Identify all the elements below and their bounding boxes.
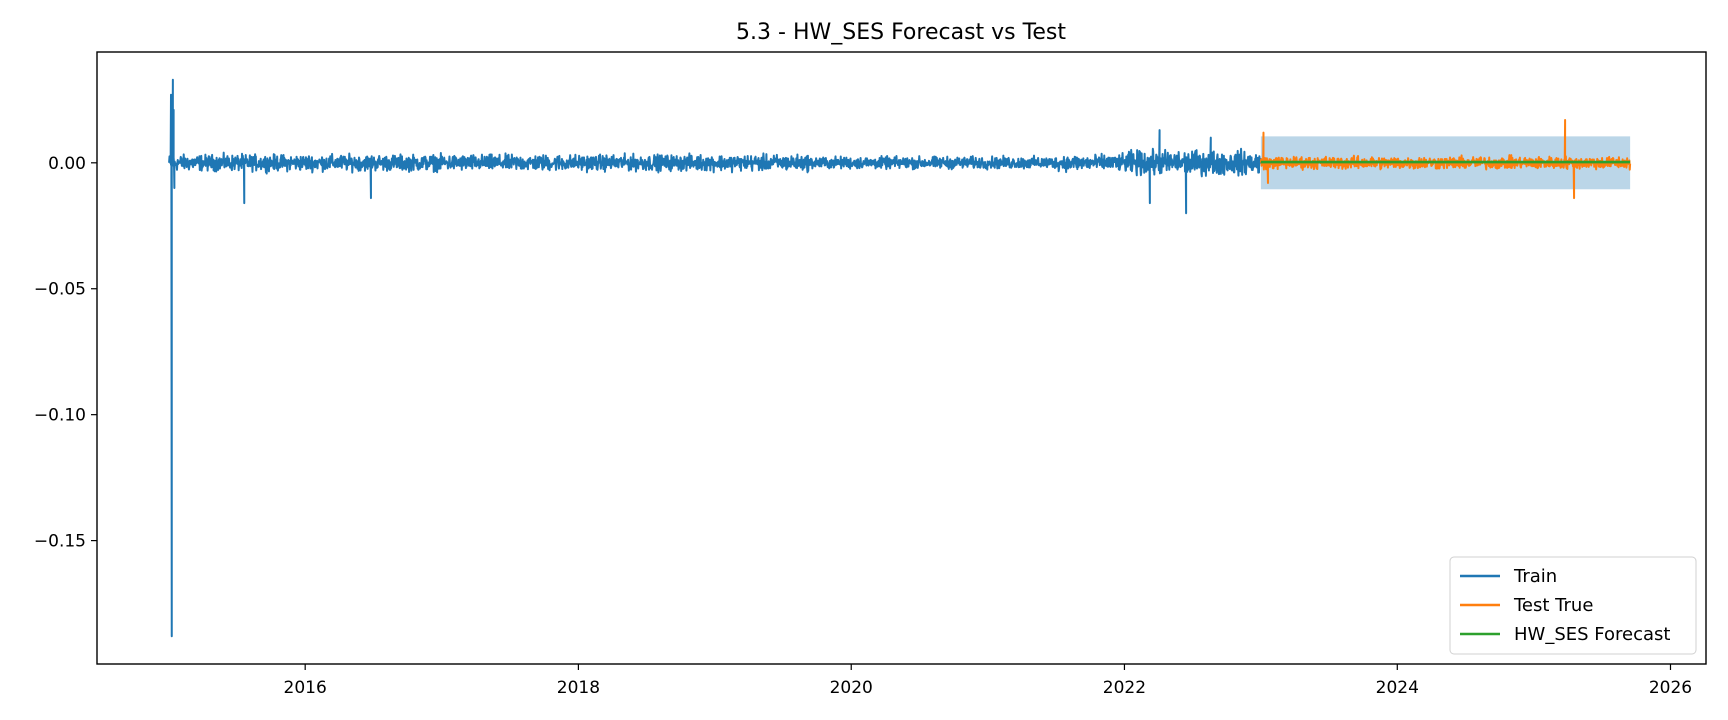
chart-title: 5.3 - HW_SES Forecast vs Test [736, 20, 1066, 45]
x-tick-label: 2022 [1103, 678, 1146, 698]
y-tick-label: 0.00 [48, 154, 86, 174]
y-tick-label: −0.15 [34, 532, 86, 552]
legend-box [1449, 556, 1697, 655]
legend-label: Train [1513, 566, 1557, 587]
x-tick-label: 2024 [1376, 678, 1419, 698]
legend-label: HW_SES Forecast [1514, 624, 1670, 645]
legend-label: Test True [1513, 595, 1593, 616]
x-tick-label: 2016 [284, 678, 327, 698]
y-tick-label: −0.10 [34, 406, 86, 426]
x-tick-label: 2020 [830, 678, 873, 698]
x-tick-label: 2018 [557, 678, 600, 698]
y-tick-label: −0.05 [34, 280, 86, 300]
legend: Train Test True HW_SES Forecast [1449, 556, 1697, 655]
series-line-train [168, 78, 1262, 638]
axes: 2016 2018 2020 2022 2024 2026 0.00 −0.05 −0.10 −0… [34, 154, 1692, 698]
x-tick-label: 2026 [1649, 678, 1692, 698]
plot-frame [96, 51, 1707, 665]
plot-area [168, 78, 1632, 638]
